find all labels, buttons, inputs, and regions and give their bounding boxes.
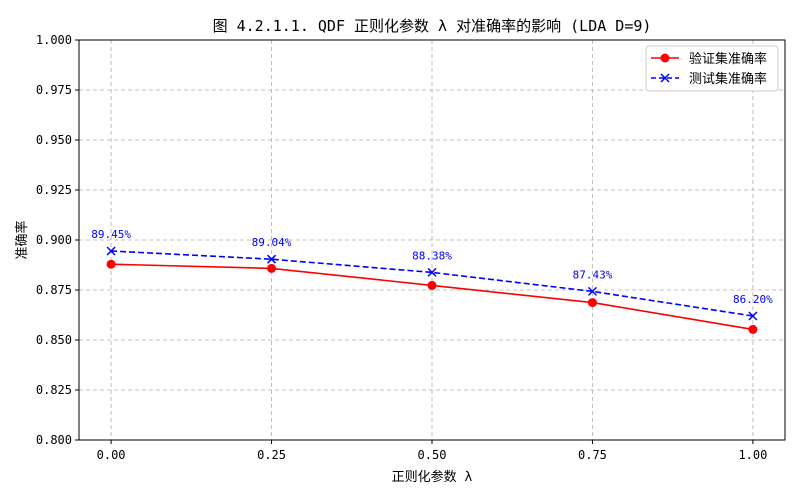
legend-label-validation: 验证集准确率 <box>689 51 767 67</box>
data-point <box>748 311 758 321</box>
data-label: 86.20% <box>733 293 773 306</box>
axis-ticks: 0.00 0.25 0.50 0.75 1.00 0.800 0.825 0.850 0.875… <box>36 33 767 462</box>
data-point <box>106 259 116 269</box>
y-axis-label: 准确率 <box>14 220 30 259</box>
data-label: 88.38% <box>412 249 452 262</box>
legend: 验证集准确率 测试集准确率 <box>645 45 779 92</box>
plot-frame <box>78 39 786 441</box>
legend-marker-circle-icon <box>660 53 670 63</box>
data-label: 89.04% <box>252 236 292 249</box>
data-label: 89.45% <box>91 228 131 241</box>
y-tick-label: 0.850 <box>36 333 72 347</box>
grid <box>79 39 785 441</box>
series-lines: 89.45% 89.04% 88.38% 87.43% 86.20% <box>91 228 773 334</box>
y-tick-label: 0.950 <box>36 133 72 147</box>
y-tick-label: 0.900 <box>36 233 72 247</box>
x-axis-label: 正则化参数 λ <box>392 469 473 485</box>
data-point <box>427 280 437 290</box>
x-tick-label: 0.75 <box>578 448 607 462</box>
data-label: 87.43% <box>573 268 613 281</box>
x-tick-label: 1.00 <box>738 448 767 462</box>
data-point <box>267 263 277 273</box>
x-tick-label: 0.25 <box>257 448 286 462</box>
data-point <box>267 254 277 264</box>
x-tick-label: 0.00 <box>97 448 126 462</box>
legend-label-test: 测试集准确率 <box>689 71 767 87</box>
y-tick-label: 0.975 <box>36 83 72 97</box>
data-point <box>106 246 116 256</box>
y-tick-label: 0.925 <box>36 183 72 197</box>
x-tick-label: 0.50 <box>418 448 447 462</box>
data-point <box>587 298 597 308</box>
data-point <box>587 286 597 296</box>
data-point <box>748 324 758 334</box>
y-tick-label: 0.875 <box>36 283 72 297</box>
data-point <box>427 267 437 277</box>
legend-marker-x-icon <box>660 73 670 83</box>
y-tick-label: 0.825 <box>36 383 72 397</box>
y-tick-label: 0.800 <box>36 433 72 447</box>
y-tick-label: 1.000 <box>36 33 72 47</box>
chart-title: 图 4.2.1.1. QDF 正则化参数 λ 对准确率的影响 (LDA D=9) <box>213 17 652 35</box>
